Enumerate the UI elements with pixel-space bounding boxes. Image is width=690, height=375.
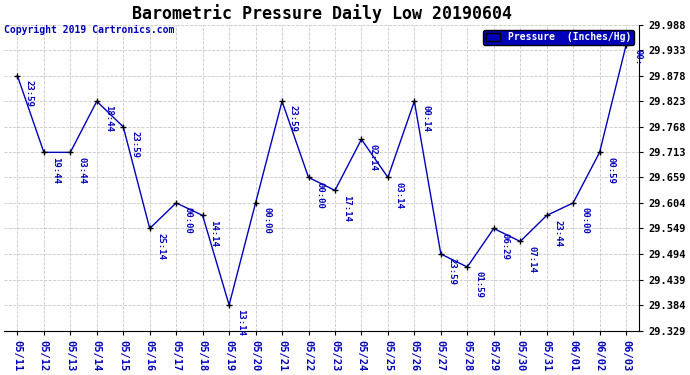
- Text: 03:14: 03:14: [395, 182, 404, 209]
- Title: Barometric Pressure Daily Low 20190604: Barometric Pressure Daily Low 20190604: [132, 4, 512, 23]
- Text: Copyright 2019 Cartronics.com: Copyright 2019 Cartronics.com: [4, 25, 175, 35]
- Text: 03:44: 03:44: [77, 156, 86, 183]
- Text: 01:59: 01:59: [474, 271, 483, 298]
- Text: 06:29: 06:29: [501, 232, 510, 260]
- Text: 00:: 00:: [633, 49, 642, 65]
- Text: 18:44: 18:44: [104, 105, 112, 132]
- Text: 23:44: 23:44: [553, 220, 562, 246]
- Text: 02:14: 02:14: [368, 144, 377, 170]
- Text: 17:14: 17:14: [342, 195, 351, 221]
- Text: 00:00: 00:00: [262, 207, 272, 234]
- Text: 00:00: 00:00: [183, 207, 192, 234]
- Text: 00:14: 00:14: [422, 105, 431, 132]
- Text: 23:59: 23:59: [448, 258, 457, 285]
- Legend: Pressure  (Inches/Hg): Pressure (Inches/Hg): [483, 30, 634, 45]
- Text: 23:59: 23:59: [130, 131, 139, 158]
- Text: 13:14: 13:14: [236, 309, 245, 336]
- Text: 00:59: 00:59: [607, 156, 615, 183]
- Text: 00:00: 00:00: [315, 182, 324, 209]
- Text: 19:44: 19:44: [51, 156, 60, 183]
- Text: 23:59: 23:59: [24, 80, 33, 107]
- Text: 23:59: 23:59: [289, 105, 298, 132]
- Text: 14:14: 14:14: [210, 220, 219, 246]
- Text: 07:14: 07:14: [527, 246, 536, 273]
- Text: 25:14: 25:14: [157, 232, 166, 260]
- Text: 00:00: 00:00: [580, 207, 589, 234]
